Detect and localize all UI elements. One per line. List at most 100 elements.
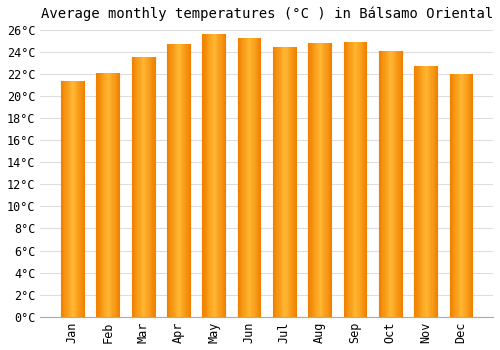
Bar [218, 34, 220, 317]
Bar [102, 73, 103, 317]
Bar [184, 44, 185, 317]
Bar [390, 50, 392, 317]
Bar [398, 50, 400, 317]
Bar [286, 47, 288, 317]
Bar [426, 66, 427, 317]
Bar [76, 82, 77, 317]
Bar [134, 57, 135, 317]
Bar [222, 34, 223, 317]
Bar [256, 38, 257, 317]
Bar [69, 82, 70, 317]
Bar [204, 34, 206, 317]
Bar [132, 57, 134, 317]
Bar [202, 34, 203, 317]
Bar [420, 66, 421, 317]
Bar [290, 47, 291, 317]
Bar [356, 42, 358, 317]
Bar [282, 47, 283, 317]
Bar [168, 44, 169, 317]
Bar [386, 50, 387, 317]
Bar [329, 43, 330, 317]
Bar [284, 47, 286, 317]
Bar [214, 34, 215, 317]
Bar [288, 47, 289, 317]
Bar [223, 34, 224, 317]
Bar [146, 57, 148, 317]
Bar [241, 38, 242, 317]
Bar [281, 47, 282, 317]
Bar [98, 73, 100, 317]
Bar [152, 57, 154, 317]
Bar [70, 82, 71, 317]
Bar [396, 50, 397, 317]
Bar [167, 44, 168, 317]
Bar [72, 82, 74, 317]
Bar [275, 47, 276, 317]
Bar [177, 44, 178, 317]
Bar [310, 43, 312, 317]
Bar [380, 50, 381, 317]
Bar [144, 57, 146, 317]
Bar [210, 34, 212, 317]
Bar [103, 73, 104, 317]
Bar [109, 73, 110, 317]
Bar [185, 44, 186, 317]
Bar [118, 73, 119, 317]
Bar [320, 43, 321, 317]
Bar [140, 57, 142, 317]
Bar [273, 47, 274, 317]
Bar [246, 38, 248, 317]
Bar [324, 43, 326, 317]
Bar [224, 34, 225, 317]
Bar [394, 50, 395, 317]
Bar [456, 74, 458, 317]
Bar [382, 50, 384, 317]
Bar [183, 44, 184, 317]
Bar [111, 73, 112, 317]
Bar [257, 38, 258, 317]
Bar [424, 66, 426, 317]
Bar [347, 42, 348, 317]
Bar [358, 42, 360, 317]
Bar [452, 74, 453, 317]
Bar [469, 74, 470, 317]
Bar [209, 34, 210, 317]
Bar [207, 34, 208, 317]
Bar [462, 74, 464, 317]
Bar [450, 74, 452, 317]
Bar [186, 44, 188, 317]
Bar [108, 73, 109, 317]
Bar [326, 43, 328, 317]
Bar [458, 74, 460, 317]
Bar [395, 50, 396, 317]
Bar [308, 43, 310, 317]
Bar [328, 43, 329, 317]
Bar [315, 43, 316, 317]
Bar [258, 38, 260, 317]
Bar [289, 47, 290, 317]
Bar [421, 66, 422, 317]
Bar [170, 44, 172, 317]
Bar [314, 43, 315, 317]
Bar [206, 34, 207, 317]
Bar [436, 66, 437, 317]
Bar [362, 42, 363, 317]
Bar [112, 73, 114, 317]
Bar [422, 66, 424, 317]
Bar [389, 50, 390, 317]
Bar [240, 38, 241, 317]
Bar [283, 47, 284, 317]
Bar [178, 44, 180, 317]
Bar [135, 57, 136, 317]
Bar [466, 74, 468, 317]
Bar [77, 82, 78, 317]
Bar [172, 44, 174, 317]
Bar [470, 74, 472, 317]
Bar [74, 82, 76, 317]
Bar [363, 42, 364, 317]
Bar [384, 50, 386, 317]
Bar [250, 38, 252, 317]
Bar [238, 38, 240, 317]
Bar [104, 73, 106, 317]
Bar [101, 73, 102, 317]
